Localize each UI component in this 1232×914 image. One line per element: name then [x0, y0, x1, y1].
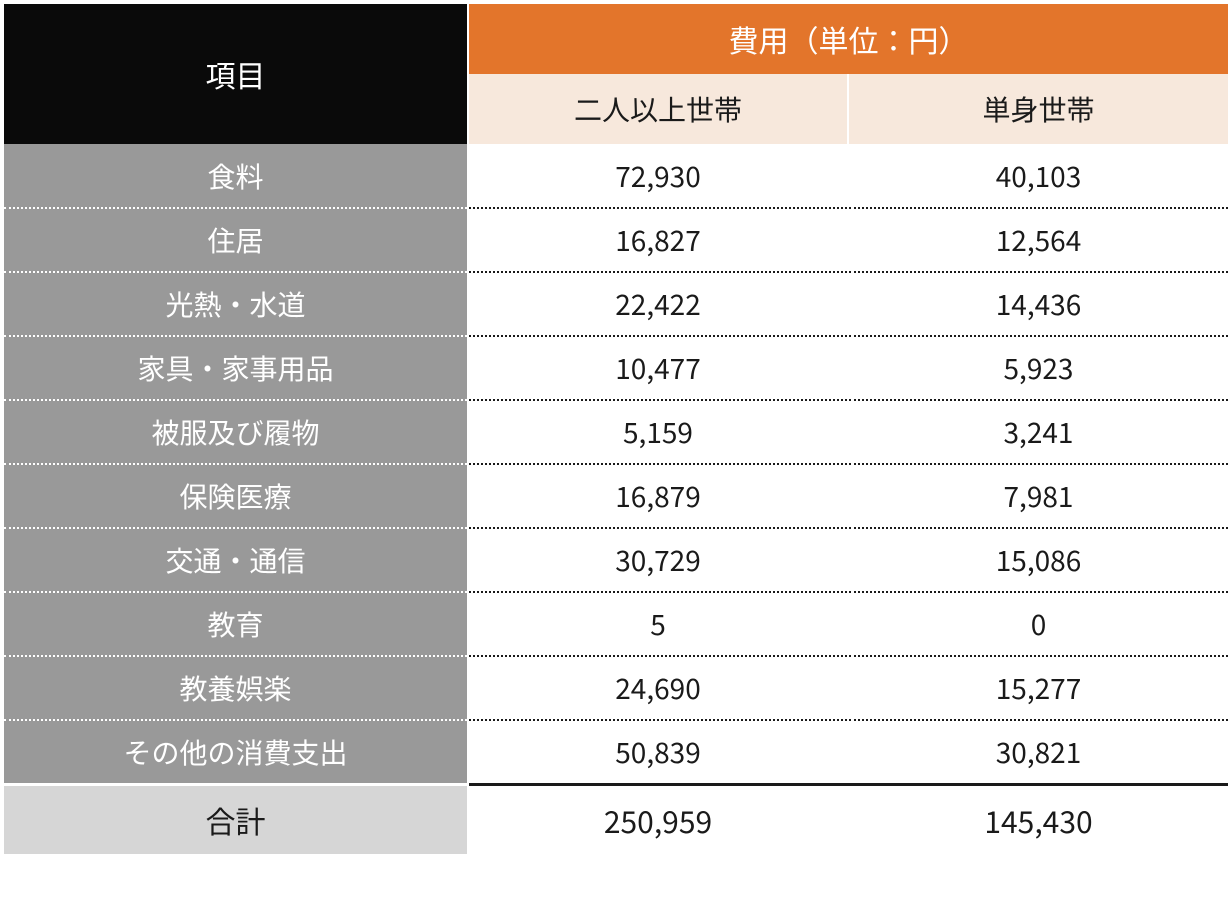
- total-row: 合計 250,959 145,430: [4, 784, 1228, 854]
- cell-single: 12,564: [848, 208, 1228, 272]
- row-label: 食料: [4, 144, 468, 208]
- table-row: 教養娯楽24,69015,277: [4, 656, 1228, 720]
- table-row: 食料72,93040,103: [4, 144, 1228, 208]
- cell-single: 15,086: [848, 528, 1228, 592]
- table-row: 家具・家事用品10,4775,923: [4, 336, 1228, 400]
- cell-two-person: 22,422: [468, 272, 848, 336]
- subheader-single: 単身世帯: [848, 74, 1228, 144]
- row-label: 住居: [4, 208, 468, 272]
- total-label: 合計: [4, 784, 468, 854]
- table-row: その他の消費支出50,83930,821: [4, 720, 1228, 784]
- row-label: 被服及び履物: [4, 400, 468, 464]
- table-row: 被服及び履物5,1593,241: [4, 400, 1228, 464]
- cell-single: 0: [848, 592, 1228, 656]
- row-label: 教養娯楽: [4, 656, 468, 720]
- cell-single: 40,103: [848, 144, 1228, 208]
- cell-single: 14,436: [848, 272, 1228, 336]
- table-row: 光熱・水道22,42214,436: [4, 272, 1228, 336]
- row-label: その他の消費支出: [4, 720, 468, 784]
- cell-two-person: 50,839: [468, 720, 848, 784]
- total-two-person: 250,959: [468, 784, 848, 854]
- cell-single: 30,821: [848, 720, 1228, 784]
- cell-two-person: 72,930: [468, 144, 848, 208]
- cell-single: 7,981: [848, 464, 1228, 528]
- cell-two-person: 24,690: [468, 656, 848, 720]
- cell-single: 5,923: [848, 336, 1228, 400]
- row-label: 家具・家事用品: [4, 336, 468, 400]
- row-label: 光熱・水道: [4, 272, 468, 336]
- total-single: 145,430: [848, 784, 1228, 854]
- cell-two-person: 5: [468, 592, 848, 656]
- row-label: 保険医療: [4, 464, 468, 528]
- table-row: 住居16,82712,564: [4, 208, 1228, 272]
- header-item: 項目: [4, 4, 468, 144]
- expense-table: 項目 費用（単位：円） 二人以上世帯 単身世帯 食料72,93040,103住居…: [4, 4, 1228, 854]
- table-row: 教育50: [4, 592, 1228, 656]
- subheader-two-person: 二人以上世帯: [468, 74, 848, 144]
- cell-two-person: 16,879: [468, 464, 848, 528]
- row-label: 交通・通信: [4, 528, 468, 592]
- table-row: 交通・通信30,72915,086: [4, 528, 1228, 592]
- cell-single: 15,277: [848, 656, 1228, 720]
- cell-two-person: 10,477: [468, 336, 848, 400]
- table-row: 保険医療16,8797,981: [4, 464, 1228, 528]
- cell-two-person: 16,827: [468, 208, 848, 272]
- row-label: 教育: [4, 592, 468, 656]
- cell-two-person: 5,159: [468, 400, 848, 464]
- header-cost-group: 費用（単位：円）: [468, 4, 1228, 74]
- cell-two-person: 30,729: [468, 528, 848, 592]
- cell-single: 3,241: [848, 400, 1228, 464]
